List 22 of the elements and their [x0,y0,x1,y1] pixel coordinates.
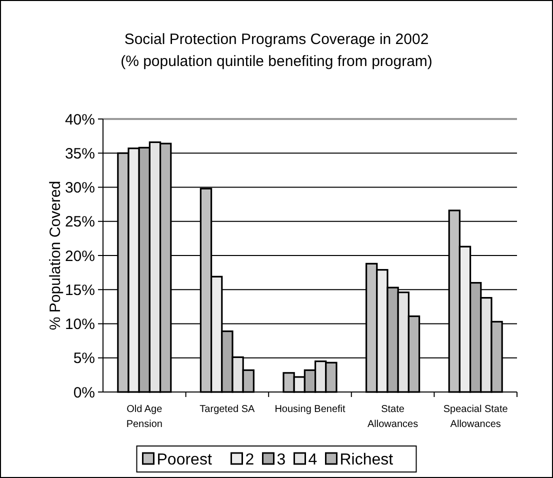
y-axis-title: % Population Covered [47,180,64,330]
y-tick-label: 40% [64,111,95,128]
legend-label: 2 [245,452,254,469]
y-tick-label: 15% [64,282,95,299]
x-tick-label: State Allowances [368,404,418,430]
x-tick-label: Targeted SA [200,404,256,415]
legend-label: Richest [340,452,394,469]
y-tick-label: 35% [64,145,95,162]
x-tick-label: Old Age Pension [126,404,163,430]
chart-subtitle: (% population quintile benefiting from program) [120,53,432,70]
y-tick-label: 25% [64,214,95,231]
chart-title: Social Protection Programs Coverage in 2002 [124,31,429,48]
legend-label: 3 [276,452,286,469]
x-tick-label: Speacial State Allowances [443,404,508,430]
legend-label: 4 [308,452,318,469]
legend-label: Poorest [156,452,212,469]
x-tick-label: Housing Benefit [274,404,346,415]
y-tick-label: 0% [73,384,95,402]
y-tick-label: 30% [64,180,95,196]
y-tick-label: 5% [73,350,95,368]
y-tick-label: 10% [64,316,95,333]
y-tick-label: 20% [64,248,95,265]
